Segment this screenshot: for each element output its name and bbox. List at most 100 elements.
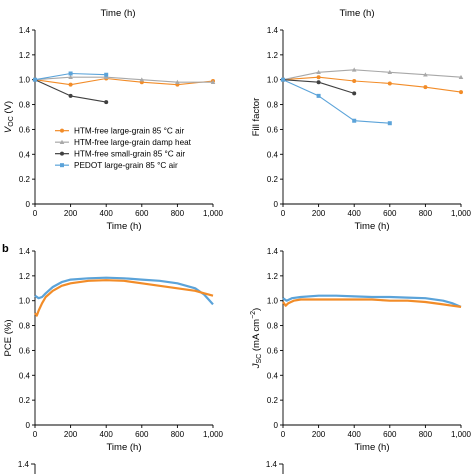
data-point — [459, 90, 463, 95]
series-line — [282, 79, 390, 124]
series-line — [282, 294, 462, 308]
series-line — [282, 76, 462, 93]
series-line — [34, 279, 214, 317]
chart-voc: 0 200 400 600 800 1,000 0 0.2 0.4 0.6 0.8 1.0 1.2 1.4… — [3, 26, 224, 232]
y-label-unit: (mA cm — [251, 319, 262, 354]
y-axis-label: Fill factor — [251, 98, 262, 137]
y-tick-label: 0.2 — [267, 396, 279, 405]
y-tick-label: 0.4 — [19, 371, 31, 380]
y-tick-label: 0.2 — [19, 396, 31, 405]
x-tick-label: 200 — [312, 209, 326, 218]
x-axis-label: Time (h) — [106, 442, 141, 453]
data-point — [175, 79, 180, 84]
x-tick-label: 400 — [348, 209, 362, 218]
y-tick-label: 1.4 — [19, 247, 31, 256]
y-label-main: V — [3, 125, 14, 133]
y-tick-label: 0.6 — [19, 346, 31, 355]
top-left-time-label: Time (h) — [100, 8, 135, 19]
x-tick-label: 800 — [419, 209, 433, 218]
y-tick-label: 0.8 — [19, 322, 31, 331]
x-tick-label: 200 — [64, 209, 78, 218]
legend-label: HTM-free small-grain 85 °C air — [74, 150, 185, 159]
y-tick-label: 1.0 — [267, 76, 279, 85]
y-axis-label: PCE (%) — [3, 320, 14, 357]
x-axis-label: Time (h) — [106, 221, 141, 232]
y-tick-label: 1.2 — [19, 51, 31, 60]
data-point — [387, 121, 392, 126]
data-point — [316, 75, 321, 80]
x-tick-label: 600 — [383, 430, 397, 439]
data-point — [316, 80, 321, 85]
x-tick-label: 0 — [33, 209, 38, 218]
y-tick-label: 0.8 — [19, 101, 31, 110]
y-tick-label: 1.0 — [19, 297, 31, 306]
data-point — [387, 81, 392, 86]
y-tick-label: 0.6 — [267, 346, 279, 355]
y-tick-label: 1.4 — [19, 26, 31, 35]
x-tick-label: 800 — [171, 430, 185, 439]
data-point — [210, 79, 216, 84]
y-label-close: ) — [251, 308, 262, 311]
y-label-sub: SC — [256, 354, 263, 364]
x-axis-label: Time (h) — [354, 442, 389, 453]
data-point — [352, 118, 357, 123]
y-tick-label: 1.2 — [267, 51, 279, 60]
axis-spines — [34, 251, 213, 426]
top-right-time-label: Time (h) — [339, 8, 374, 19]
x-tick-label: 200 — [64, 430, 78, 439]
data-point — [423, 85, 428, 90]
chart-pce: 0 200 400 600 800 1,000 0 0.2 0.4 0.6 0.8 1.0 1.2 1.4… — [3, 247, 224, 453]
data-point — [68, 82, 73, 87]
y-tick-label: 0.2 — [19, 175, 31, 184]
chart-jsc: 0 200 400 600 800 1,000 0 0.2 0.4 0.6 0.8 1.0 1.2 1.4… — [250, 247, 472, 453]
panel-b-label: b — [2, 243, 9, 255]
partial-bottom-right-ytick: 1.4 — [266, 460, 278, 469]
legend-marker — [60, 151, 64, 156]
data-point — [68, 93, 73, 98]
x-tick-label: 0 — [33, 430, 38, 439]
x-tick-label: 0 — [281, 209, 286, 218]
data-point — [104, 72, 109, 77]
data-point — [68, 74, 73, 80]
y-label-main: J — [251, 363, 262, 369]
partial-bottom-right-axis: 1.4 — [266, 460, 284, 474]
y-tick-label: 0 — [26, 200, 31, 209]
data-point — [103, 74, 109, 80]
x-tick-label: 1,000 — [203, 430, 224, 439]
legend-label: HTM-free large-grain damp heat — [74, 138, 192, 147]
y-tick-label: 0 — [274, 200, 279, 209]
partial-bottom-left-ytick: 1.4 — [18, 460, 30, 469]
x-tick-label: 1,000 — [203, 209, 224, 218]
x-tick-label: 400 — [100, 209, 114, 218]
x-tick-label: 1,000 — [451, 430, 472, 439]
axis-spines — [282, 251, 461, 426]
data-point — [316, 93, 321, 98]
axis-spines — [282, 30, 461, 205]
y-tick-label: 0.6 — [267, 125, 279, 134]
series-line — [282, 69, 462, 81]
data-point — [352, 78, 357, 83]
partial-bottom-left-axis: 1.4 — [18, 460, 36, 474]
legend-marker — [59, 139, 65, 144]
x-axis-label: Time (h) — [354, 221, 389, 232]
x-tick-label: 600 — [135, 430, 149, 439]
series-line — [34, 77, 214, 86]
legend-marker — [60, 163, 64, 168]
series-line — [34, 276, 214, 306]
y-label-unit: (V) — [3, 101, 14, 116]
data-point — [33, 77, 37, 82]
x-tick-label: 600 — [383, 209, 397, 218]
y-tick-label: 1.0 — [267, 297, 279, 306]
x-tick-label: 0 — [281, 430, 286, 439]
legend-label: HTM-free large-grain 85 °C air — [74, 127, 184, 136]
x-tick-label: 800 — [419, 430, 433, 439]
x-tick-label: 1,000 — [451, 209, 472, 218]
data-point — [68, 71, 73, 76]
y-axis-label: VOC (V) — [3, 101, 15, 133]
x-tick-label: 800 — [171, 209, 185, 218]
y-tick-label: 0.4 — [19, 150, 31, 159]
y-axis-label: JSC (mA cm−2) — [250, 308, 263, 369]
series-line — [34, 76, 213, 83]
data-point — [387, 69, 393, 75]
